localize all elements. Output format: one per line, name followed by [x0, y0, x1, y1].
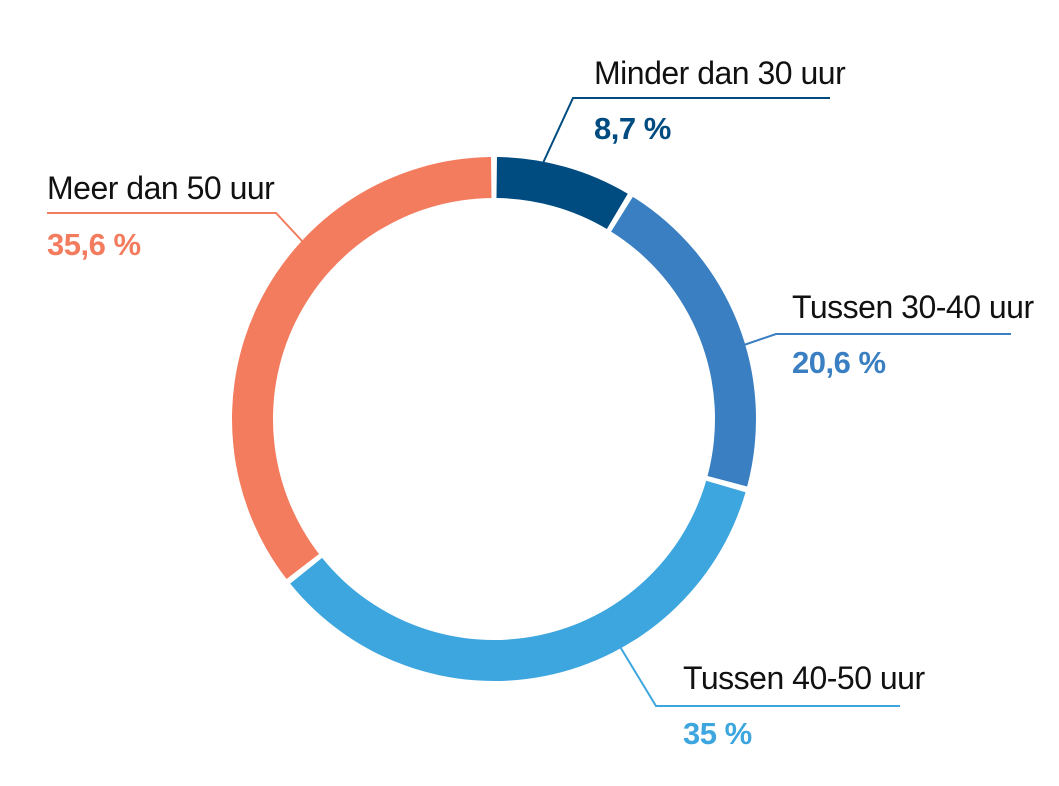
donut-slice-tussen-30-40-uur — [611, 196, 756, 487]
slice-value-tussen-40-50-uur: 35 % — [683, 716, 752, 751]
slice-value-minder-dan-30-uur: 8,7 % — [594, 111, 671, 146]
slice-label-minder-dan-30-uur: Minder dan 30 uur — [594, 55, 846, 91]
slice-label-tussen-30-40-uur: Tussen 30-40 uur — [792, 289, 1034, 325]
callout-line-tussen-30-40-uur — [740, 333, 1011, 347]
slice-label-meer-dan-50-uur: Meer dan 50 uur — [47, 170, 275, 206]
donut-slice-tussen-40-50-uur — [290, 480, 746, 681]
callout-line-meer-dan-50-uur — [47, 212, 304, 243]
callout-lines — [47, 97, 1011, 707]
donut-slice-meer-dan-50-uur — [231, 157, 492, 579]
callout-line-minder-dan-30-uur — [542, 97, 830, 164]
slice-label-tussen-40-50-uur: Tussen 40-50 uur — [683, 660, 925, 696]
donut-slice-minder-dan-30-uur — [496, 157, 628, 229]
slice-value-tussen-30-40-uur: 20,6 % — [792, 345, 886, 380]
callout-line-tussen-40-50-uur — [618, 644, 900, 707]
slice-value-meer-dan-50-uur: 35,6 % — [47, 227, 141, 262]
donut-slices — [231, 157, 756, 681]
